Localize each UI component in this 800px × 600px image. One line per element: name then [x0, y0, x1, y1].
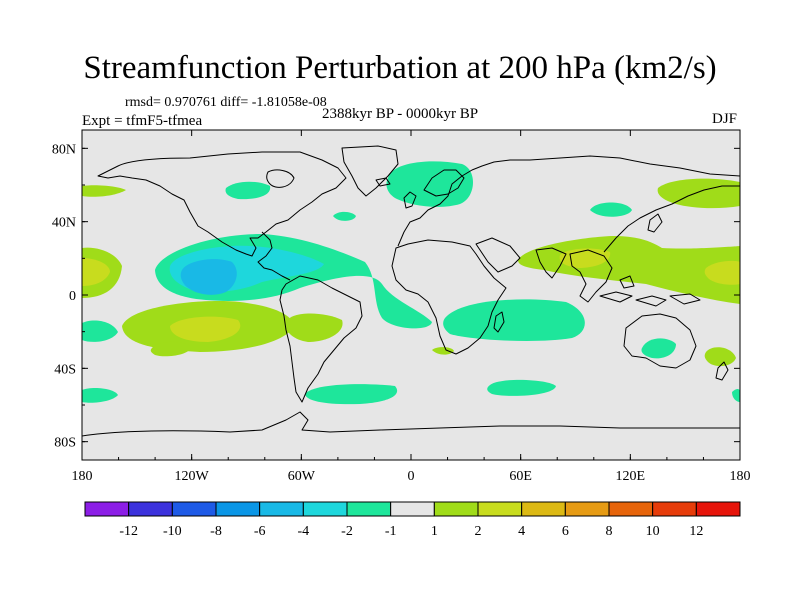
- colorbar-swatch: [171, 501, 217, 517]
- fill-neg1-eurasia-east: [590, 202, 632, 217]
- colorbar-swatch: [564, 501, 610, 517]
- x-tick-label: 180: [730, 469, 751, 484]
- fill-neg1-south-indian: [487, 379, 556, 396]
- colorbar-label: 12: [689, 524, 703, 539]
- y-tick-label: 0: [69, 289, 76, 304]
- colorbar-labels: -12 -10 -8 -6 -4 -2 -1 1 2 4 6 8 10 12: [119, 524, 703, 539]
- coastline-antarctica: [82, 411, 740, 437]
- colorbar-label: -6: [254, 524, 266, 539]
- coastline-europe: [397, 155, 740, 247]
- colorbar-swatch: [346, 501, 392, 517]
- colorbar-swatch: [302, 501, 348, 517]
- coastline-iceland: [375, 177, 391, 187]
- y-tick-label: 40N: [52, 216, 76, 231]
- x-tick-label: 180: [72, 469, 93, 484]
- colorbar-label: -2: [341, 524, 353, 539]
- fill-neg1-atlantic-low: [333, 211, 356, 221]
- fill-pos1-s-pacific-low: [150, 341, 192, 357]
- colorbar-swatch: [84, 501, 130, 517]
- x-tick-label: 60E: [509, 469, 532, 484]
- coastline-hudson-bay: [266, 169, 295, 188]
- coastline-greenland: [341, 145, 399, 197]
- fill-neg1-south-pacific: [82, 387, 118, 403]
- plot-title: Streamfunction Perturbation at 200 hPa (…: [83, 50, 717, 86]
- colorbar-swatch: [433, 501, 479, 517]
- colorbar-swatch: [259, 501, 304, 517]
- coastline-south-america: [279, 275, 363, 403]
- fill-pos2-pacific-core: [170, 316, 241, 342]
- coastlines: [82, 145, 740, 437]
- x-tick-label: 120E: [616, 469, 646, 484]
- fill-neg1-sw-pacific: [82, 320, 118, 342]
- colorbar-swatch: [215, 501, 261, 517]
- colorbar-label: 2: [475, 524, 482, 539]
- fill-neg1-na-west: [225, 181, 271, 200]
- coastline-north-america: [97, 151, 347, 257]
- experiment-label: Expt = tfmF5-tfmea: [82, 113, 203, 129]
- colorbar-label: -10: [163, 524, 182, 539]
- fill-neg1-south-atlantic: [305, 384, 398, 405]
- colorbar-swatch: [695, 501, 741, 517]
- fill-neg3-pacific-center: [180, 259, 237, 295]
- x-tick-label: 60W: [288, 469, 316, 484]
- coastline-japan: [647, 213, 663, 233]
- coastline-new-zealand: [715, 361, 729, 381]
- colorbar-label: 6: [562, 524, 569, 539]
- coastline-australia: [623, 313, 697, 369]
- coastline-southeast-asia: [569, 249, 613, 303]
- fill-neg1-indian-ocean: [443, 299, 585, 341]
- coastline-british-isles: [403, 191, 417, 209]
- axis-labels: 180 120W 60W 0 60E 120E 180 80N 40N 0 40S 80S: [52, 142, 751, 484]
- colorbar-swatch: [652, 501, 697, 517]
- coastline-africa: [391, 239, 507, 355]
- x-tick-label: 120W: [175, 469, 210, 484]
- colorbar-label: -1: [385, 524, 397, 539]
- contour-fills: [82, 161, 740, 405]
- colorbar-swatch: [608, 501, 654, 517]
- fill-pos2-east-core: [704, 260, 740, 285]
- colorbar-swatch: [390, 501, 435, 517]
- colorbar-label: 1: [431, 524, 438, 539]
- stats-line: rmsd= 0.970761 diff= -1.81058e-08: [125, 95, 327, 110]
- colorbar-label: -12: [119, 524, 138, 539]
- colorbar: [84, 501, 741, 517]
- fill-pos2-west-core: [82, 258, 110, 286]
- coastline-india: [535, 247, 567, 279]
- colorbar-label: 4: [518, 524, 525, 539]
- x-tick-label: 0: [408, 469, 415, 484]
- season-label: DJF: [712, 111, 738, 127]
- coastline-arabia: [475, 237, 521, 273]
- colorbar-label: 10: [646, 524, 660, 539]
- axis-ticks: [81, 130, 741, 460]
- coastline-madagascar: [493, 311, 505, 333]
- coastline-scandinavia: [423, 169, 465, 197]
- fill-neg1-north-atlantic: [386, 161, 474, 207]
- period-label: 2388kyr BP - 0000kyr BP: [322, 106, 479, 122]
- colorbar-swatch: [477, 501, 523, 517]
- negative-anomaly-fills: [82, 161, 740, 405]
- fill-pos1-patagonia: [285, 313, 343, 342]
- fill-pos1-s-africa: [432, 347, 454, 355]
- coastline-maritime-continent: [599, 275, 701, 307]
- y-tick-label: 80S: [54, 436, 76, 451]
- colorbar-swatch: [128, 501, 173, 517]
- colorbar-label: 8: [606, 524, 613, 539]
- y-tick-label: 80N: [52, 142, 76, 157]
- fill-pos1-s-indian: [704, 347, 736, 367]
- fill-neg1-tasman: [641, 338, 676, 359]
- colorbar-label: -8: [210, 524, 222, 539]
- colorbar-label: -4: [297, 524, 309, 539]
- coastline-east-asia: [603, 185, 740, 253]
- coastline-gulf-central-america: [257, 231, 291, 281]
- fill-neg1-antarctic-east: [732, 389, 740, 402]
- fill-pos1-north-pacific: [82, 185, 126, 197]
- colorbar-swatch: [521, 501, 566, 517]
- y-tick-label: 40S: [54, 362, 76, 377]
